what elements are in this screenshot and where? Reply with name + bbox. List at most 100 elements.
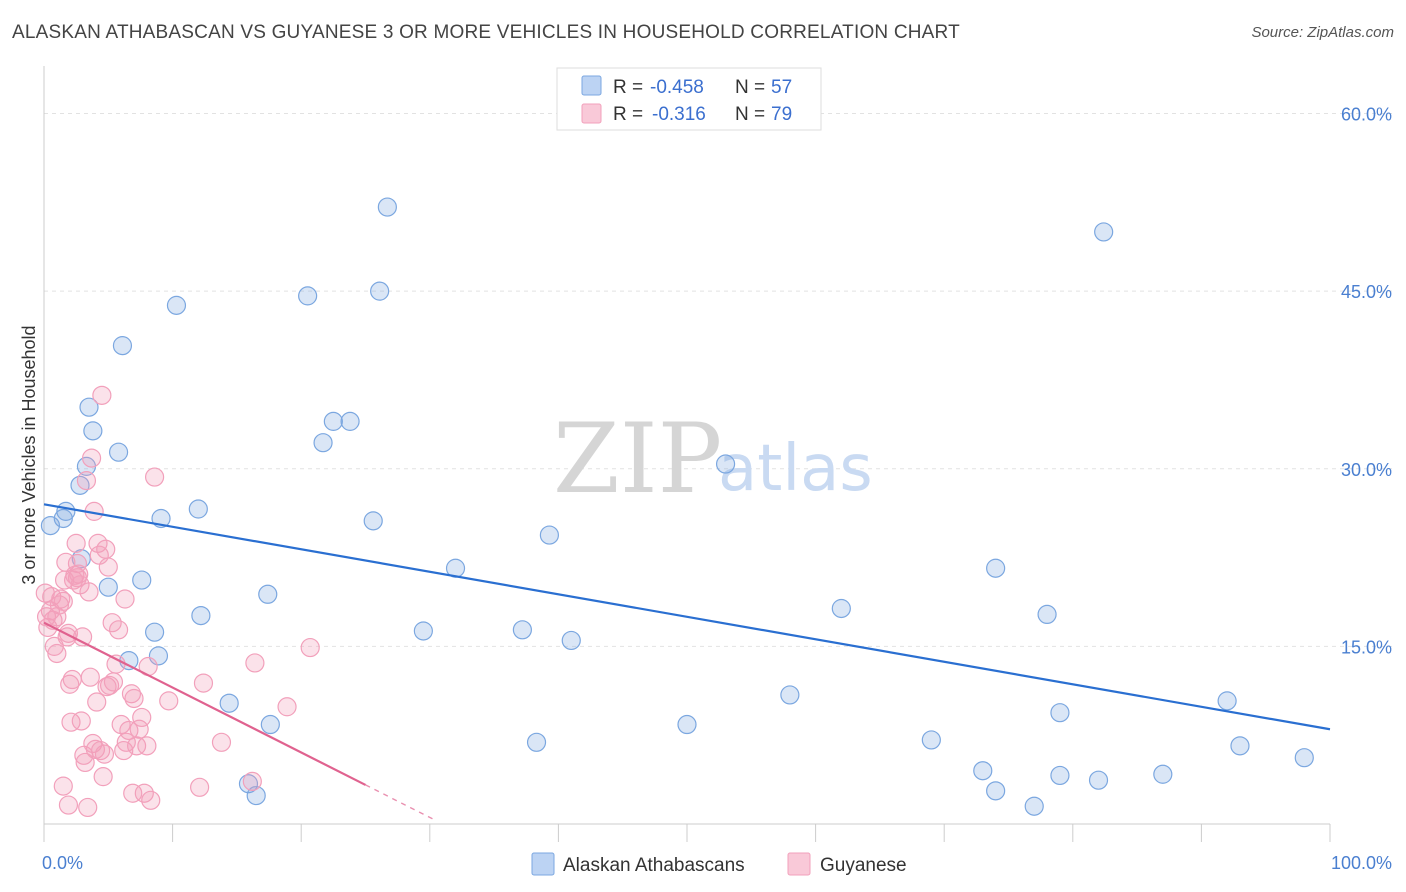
point-athabascan xyxy=(191,605,211,626)
point-athabascan xyxy=(246,785,266,806)
point-athabascan xyxy=(1050,765,1070,786)
stats-r-value-1: -0.458 xyxy=(650,77,704,98)
point-guyanese xyxy=(141,790,161,810)
point-athabascan xyxy=(144,622,165,642)
y-tick-label: 30.0% xyxy=(1341,460,1392,480)
point-athabascan xyxy=(166,295,187,315)
point-athabascan xyxy=(677,714,697,735)
point-guyanese xyxy=(108,620,129,640)
point-guyanese xyxy=(71,711,91,731)
point-athabascan xyxy=(1037,604,1057,625)
point-athabascan xyxy=(132,570,152,590)
stats-n-label-2: N = xyxy=(735,104,765,125)
stats-legend-swatch-athabascan xyxy=(581,75,602,96)
point-athabascan xyxy=(986,781,1006,801)
stats-n-value-2: 79 xyxy=(771,104,792,125)
point-athabascan xyxy=(831,598,851,619)
point-athabascan xyxy=(973,761,993,781)
point-guyanese xyxy=(53,776,73,796)
watermark-atlas: atlas xyxy=(718,432,873,506)
point-guyanese xyxy=(47,643,67,664)
watermark: ZIP atlas xyxy=(553,403,873,515)
series-legend: Alaskan Athabascans Guyanese xyxy=(531,852,907,876)
y-axis-label: 3 or more Vehicles in Household xyxy=(19,325,39,584)
point-athabascan xyxy=(1294,748,1314,768)
point-athabascan xyxy=(512,620,532,640)
point-guyanese xyxy=(75,752,95,773)
point-guyanese xyxy=(51,589,71,609)
point-athabascan xyxy=(1230,736,1250,756)
point-guyanese xyxy=(94,744,115,764)
point-athabascan xyxy=(370,281,390,301)
stats-n-label-1: N = xyxy=(735,77,765,98)
point-guyanese xyxy=(124,688,144,709)
point-guyanese xyxy=(193,673,214,693)
stats-r-value-2: -0.316 xyxy=(652,104,706,125)
point-guyanese xyxy=(245,653,265,673)
legend-label-guyanese: Guyanese xyxy=(820,855,907,876)
trend-line-athabascan xyxy=(43,503,1331,731)
point-athabascan xyxy=(112,336,133,356)
axes xyxy=(43,66,1331,842)
point-athabascan xyxy=(921,730,941,750)
point-guyanese xyxy=(126,736,147,756)
legend-label-athabascan: Alaskan Athabascans xyxy=(563,855,745,876)
point-guyanese xyxy=(93,767,113,787)
point-athabascan xyxy=(56,501,76,521)
point-guyanese xyxy=(98,557,118,577)
point-athabascan xyxy=(377,197,397,217)
point-athabascan xyxy=(1050,703,1070,723)
point-athabascan xyxy=(526,732,547,752)
point-guyanese xyxy=(53,591,73,611)
stats-r-label-1: R = xyxy=(613,77,643,98)
point-guyanese xyxy=(66,533,86,553)
trend-line-extension xyxy=(365,784,437,822)
point-guyanese xyxy=(119,720,139,741)
watermark-zip: ZIP xyxy=(553,403,722,515)
trend-line-guyanese xyxy=(43,621,366,786)
point-athabascan xyxy=(83,421,103,441)
point-guyanese xyxy=(58,795,79,815)
point-guyanese xyxy=(81,448,102,468)
point-guyanese xyxy=(277,697,297,717)
point-guyanese xyxy=(96,539,116,559)
source-credit: Source: ZipAtlas.com xyxy=(1251,24,1394,41)
stats-legend-swatch-guyanese xyxy=(581,103,602,124)
point-athabascan xyxy=(323,411,343,431)
point-guyanese xyxy=(211,732,232,752)
point-guyanese xyxy=(300,637,320,658)
point-athabascan xyxy=(986,558,1006,578)
point-athabascan xyxy=(188,499,208,519)
point-athabascan xyxy=(363,511,383,531)
point-athabascan xyxy=(219,693,239,713)
point-guyanese xyxy=(78,797,98,818)
point-athabascan xyxy=(539,525,559,545)
point-athabascan xyxy=(340,411,360,431)
stats-legend: R = -0.458 N = 57 R = -0.316 N = 79 xyxy=(556,67,822,131)
point-guyanese xyxy=(103,672,124,692)
point-athabascan xyxy=(1217,691,1237,711)
point-guyanese xyxy=(61,712,81,732)
point-guyanese xyxy=(92,385,112,405)
point-guyanese xyxy=(80,667,100,687)
legend-swatch-athabascan xyxy=(531,852,555,876)
point-athabascan xyxy=(715,454,736,474)
point-guyanese xyxy=(87,692,107,712)
point-guyanese xyxy=(144,467,165,487)
y-tick-labels: 15.0% 30.0% 45.0% 60.0% xyxy=(1341,105,1392,658)
legend-swatch-guyanese xyxy=(787,852,811,876)
point-athabascan xyxy=(258,584,278,604)
point-guyanese xyxy=(79,582,99,602)
point-athabascan xyxy=(413,621,433,641)
point-guyanese xyxy=(132,707,152,728)
point-guyanese xyxy=(159,691,179,711)
point-athabascan xyxy=(1088,770,1109,790)
chart-title: ALASKAN ATHABASCAN VS GUYANESE 3 OR MORE… xyxy=(12,22,960,43)
stats-n-value-1: 57 xyxy=(771,77,792,98)
grid-lines xyxy=(44,113,1392,647)
point-guyanese xyxy=(76,471,97,491)
y-tick-label: 15.0% xyxy=(1341,637,1392,657)
point-guyanese xyxy=(62,669,82,690)
point-guyanese xyxy=(116,732,136,752)
